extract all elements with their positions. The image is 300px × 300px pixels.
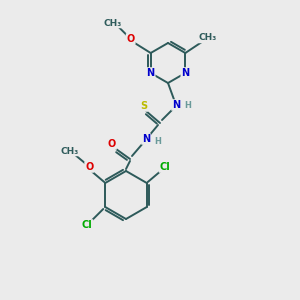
Text: S: S xyxy=(140,101,148,111)
Text: Cl: Cl xyxy=(159,162,170,172)
Text: H: H xyxy=(154,136,161,146)
Text: CH₃: CH₃ xyxy=(198,34,216,43)
Text: N: N xyxy=(147,68,155,78)
Text: O: O xyxy=(108,139,116,149)
Text: N: N xyxy=(142,134,150,144)
Text: Cl: Cl xyxy=(82,220,93,230)
Text: O: O xyxy=(85,162,93,172)
Text: H: H xyxy=(184,101,191,110)
Text: N: N xyxy=(172,100,180,110)
Text: O: O xyxy=(127,34,135,44)
Text: N: N xyxy=(181,68,189,78)
Text: CH₃: CH₃ xyxy=(60,146,78,155)
Text: CH₃: CH₃ xyxy=(103,19,122,28)
